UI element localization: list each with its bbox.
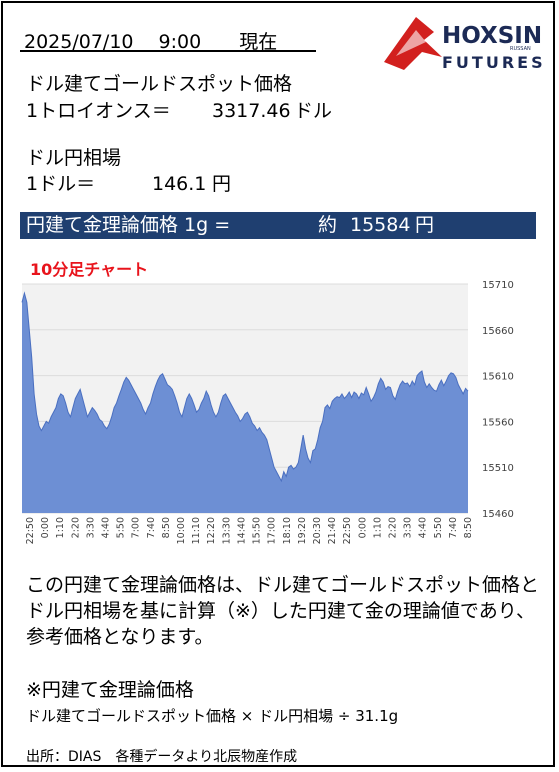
x-tick-label: 5:50 [433,517,444,538]
gold-currency: ドル [294,100,333,122]
x-tick-label: 3:30 [403,517,414,538]
x-tick-label: 19:20 [297,517,308,544]
y-tick-label: 15460 [482,509,514,520]
x-tick-label: 7:40 [448,517,459,538]
price-chart: 15710 15660 15610 15560 15510 15460 22:50 0:00… [21,280,514,544]
source-note: 出所：DIAS 各種データより北辰物産作成 [26,749,298,765]
y-tick-label: 15510 [482,463,514,474]
x-tick-label: 8:50 [463,517,474,538]
x-tick-label: 0:00 [40,517,51,538]
x-tick-label: 21:40 [327,517,338,544]
fx-value: 146.1 [152,173,207,195]
gold-label: ドル建てゴールドスポット価格 [26,73,293,95]
fx-label: ドル円相場 [26,147,122,169]
x-tick-label: 22:50 [342,517,353,544]
gold-value: 3317.46 [212,100,291,122]
description-text: この円建て金理論価格は、ドル建てゴールドスポット価格とドル円相場を基に計算（※）… [26,574,540,648]
banner-value: 15584 [350,214,411,236]
x-tick-label: 10:00 [176,517,187,544]
x-tick-label: 13:30 [221,517,232,544]
x-tick-label: 7:40 [146,517,157,538]
price-line [21,291,469,483]
theoretical-price-banner: 円建て金理論価格 1g = 約 15584 円 [20,212,536,239]
banner-prefix: 約 [318,214,338,236]
x-tick-label: 4:40 [101,517,112,538]
x-tick-label: 22:50 [25,517,36,544]
x-tick-label: 17:00 [267,517,278,544]
logo-small-text: RUSSAN [510,46,531,52]
x-tick-label: 11:10 [191,517,202,544]
y-tick-label: 15610 [482,372,514,383]
banner-label: 円建て金理論価格 1g = [26,214,231,236]
logo-text: HOXSIN [442,23,542,49]
x-tick-label: 5:50 [116,517,127,538]
gold-unit-label: 1トロイオンス＝ [26,100,171,122]
hoxsin-logo: HOXSIN RUSSAN FUTURES [384,17,542,72]
x-tick-label: 12:20 [206,517,217,544]
datetime-label: 2025/07/10 9:00 現在 [24,31,278,53]
x-tick-label: 2:20 [70,517,81,538]
x-tick-label: 14:40 [236,517,247,544]
y-tick-label: 15560 [482,417,514,428]
banner-currency: 円 [415,214,435,236]
datetime-underline [20,50,316,52]
x-tick-label: 20:30 [312,517,323,544]
price-area [22,293,468,513]
y-tick-label: 15660 [482,326,514,337]
x-tick-label: 3:30 [85,517,96,538]
chart-title: 10分足チャート [30,260,149,279]
x-tick-label: 4:40 [418,517,429,538]
x-tick-label: 15:50 [252,517,263,544]
x-tick-label: 2:20 [387,517,398,538]
logo-mark-icon [384,17,442,70]
x-tick-label: 7:00 [131,517,142,538]
logo-sub-text: FUTURES [442,53,542,72]
x-tick-label: 18:10 [282,517,293,544]
formula-body: ドル建てゴールドスポット価格 × ドル円相場 ÷ 31.1g [26,707,399,725]
fx-unit-label: 1ドル＝ [26,173,96,195]
x-tick-label: 8:50 [161,517,172,538]
fx-currency: 円 [212,173,232,195]
formula-heading: ※円建て金理論価格 [26,679,194,701]
x-tick-label: 1:10 [372,517,383,538]
x-tick-label: 1:10 [55,517,66,538]
x-tick-label: 0:00 [357,517,368,538]
y-tick-label: 15710 [482,280,514,291]
